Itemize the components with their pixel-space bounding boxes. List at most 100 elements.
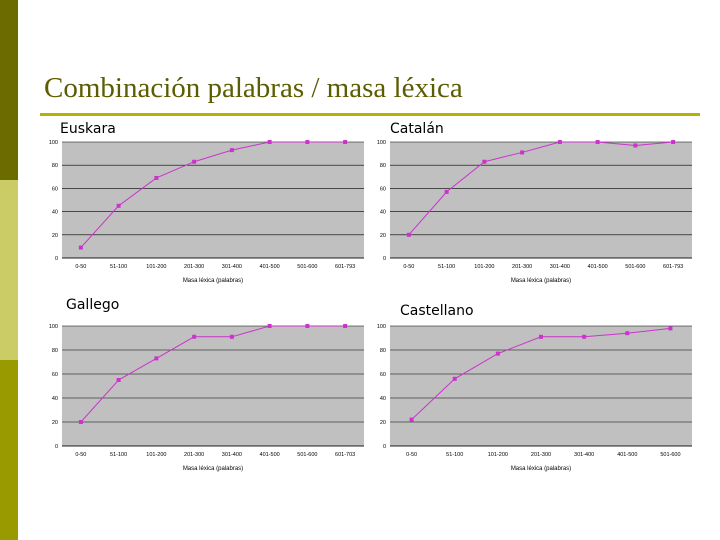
x-tick-label: 501-600 (297, 264, 317, 270)
y-tick-label: 0 (383, 444, 386, 450)
x-tick-label: 101-200 (488, 452, 508, 458)
x-tick-label: 101-200 (146, 452, 166, 458)
x-tick-label: 51-100 (446, 452, 463, 458)
y-tick-label: 20 (52, 233, 58, 239)
x-tick-label: 301-400 (574, 452, 594, 458)
x-tick-label: 601-793 (335, 264, 355, 270)
data-point (444, 189, 449, 194)
data-point (154, 175, 159, 180)
x-tick-label: 0-50 (75, 264, 86, 270)
y-tick-label: 60 (52, 186, 58, 192)
x-tick-label: 101-200 (474, 264, 494, 270)
data-point (305, 324, 310, 328)
data-point (154, 356, 159, 361)
plot-area (390, 142, 692, 258)
y-tick-label: 80 (380, 348, 386, 354)
data-point (116, 203, 121, 208)
y-tick-label: 0 (383, 256, 386, 262)
chart-label-castellano: Castellano (400, 303, 474, 319)
data-point (406, 232, 411, 237)
sidebar-block-light (0, 180, 18, 360)
plot-area (62, 326, 364, 446)
y-tick-label: 100 (49, 140, 58, 146)
data-point (595, 140, 600, 144)
chart-label-catalan: Catalán (390, 121, 444, 137)
x-tick-label: 501-600 (625, 264, 645, 270)
data-point (305, 140, 310, 144)
y-tick-label: 40 (52, 396, 58, 402)
data-point (343, 324, 348, 328)
x-axis-label: Masa léxica (palabras) (511, 278, 571, 284)
x-axis-label: Masa léxica (palabras) (183, 278, 243, 284)
x-tick-label: 301-400 (222, 264, 242, 270)
data-point (452, 376, 457, 381)
x-axis-label: Masa léxica (palabras) (183, 466, 243, 472)
data-point (625, 331, 630, 336)
data-point (539, 334, 543, 339)
data-point (495, 351, 500, 356)
data-point (482, 159, 487, 164)
x-tick-label: 601-793 (663, 264, 683, 270)
y-tick-label: 20 (52, 420, 58, 426)
x-tick-label: 401-500 (260, 452, 280, 458)
x-tick-label: 401-500 (617, 452, 637, 458)
x-tick-label: 301-400 (222, 452, 242, 458)
chart-gallego: 0 20 40 60 80 100 0-50 51-100 101-200 201-300 301-… (49, 324, 364, 472)
y-tick-label: 40 (380, 396, 386, 402)
data-point (229, 148, 234, 153)
data-point (671, 140, 676, 144)
plot-area (62, 142, 364, 258)
x-tick-label: 0-50 (75, 452, 86, 458)
x-tick-label: 601-703 (335, 452, 355, 458)
chart-castellano: 0 20 40 60 80 100 0-50 51-100 101-200 201-300 301-… (377, 324, 692, 472)
data-point (116, 378, 121, 382)
data-point (267, 140, 272, 144)
data-point (343, 140, 348, 144)
data-point (192, 334, 197, 339)
sidebar-block-mid (0, 360, 18, 540)
data-point (409, 417, 414, 422)
x-tick-label: 201-300 (531, 452, 551, 458)
x-tick-label: 51-100 (438, 264, 455, 270)
y-tick-label: 80 (52, 163, 58, 169)
y-tick-label: 0 (55, 444, 58, 450)
y-tick-label: 100 (49, 324, 58, 330)
x-tick-label: 401-500 (260, 264, 280, 270)
data-point (267, 324, 272, 328)
series-line (408, 141, 674, 236)
data-point (78, 420, 83, 424)
y-tick-label: 60 (380, 372, 386, 378)
x-tick-label: 301-400 (550, 264, 570, 270)
y-tick-label: 100 (377, 140, 386, 146)
plot-area (390, 326, 692, 446)
x-tick-label: 401-500 (588, 264, 608, 270)
sidebar-block-dark (0, 0, 18, 180)
x-tick-label: 0-50 (406, 452, 417, 458)
x-tick-label: 501-600 (660, 452, 680, 458)
x-tick-label: 51-100 (110, 264, 127, 270)
slide-title: Combinación palabras / masa léxica (44, 72, 463, 104)
sidebar-stripe (0, 0, 18, 540)
chart-label-euskara: Euskara (60, 121, 116, 137)
data-point (520, 150, 525, 155)
chart-catalan: 0 20 40 60 80 100 0-50 51-100 101-200 201-300 301-… (377, 140, 692, 284)
data-point (78, 245, 83, 250)
chart-euskara: 0 20 40 60 80 100 0-50 51-100 101-200 201-300 301-… (49, 140, 364, 284)
x-tick-label: 0-50 (403, 264, 414, 270)
y-tick-label: 20 (380, 420, 386, 426)
x-tick-label: 51-100 (110, 452, 127, 458)
chart-label-gallego: Gallego (66, 297, 120, 313)
series-line (80, 325, 346, 423)
y-tick-label: 60 (380, 186, 386, 192)
x-tick-label: 501-600 (297, 452, 317, 458)
data-point (668, 326, 673, 331)
y-tick-label: 40 (380, 210, 386, 216)
y-tick-label: 20 (380, 233, 386, 239)
y-tick-label: 40 (52, 210, 58, 216)
data-point (557, 140, 562, 144)
y-tick-label: 0 (55, 256, 58, 262)
data-point (633, 143, 638, 148)
x-tick-label: 101-200 (146, 264, 166, 270)
x-tick-label: 201-300 (512, 264, 532, 270)
data-point (229, 334, 234, 339)
